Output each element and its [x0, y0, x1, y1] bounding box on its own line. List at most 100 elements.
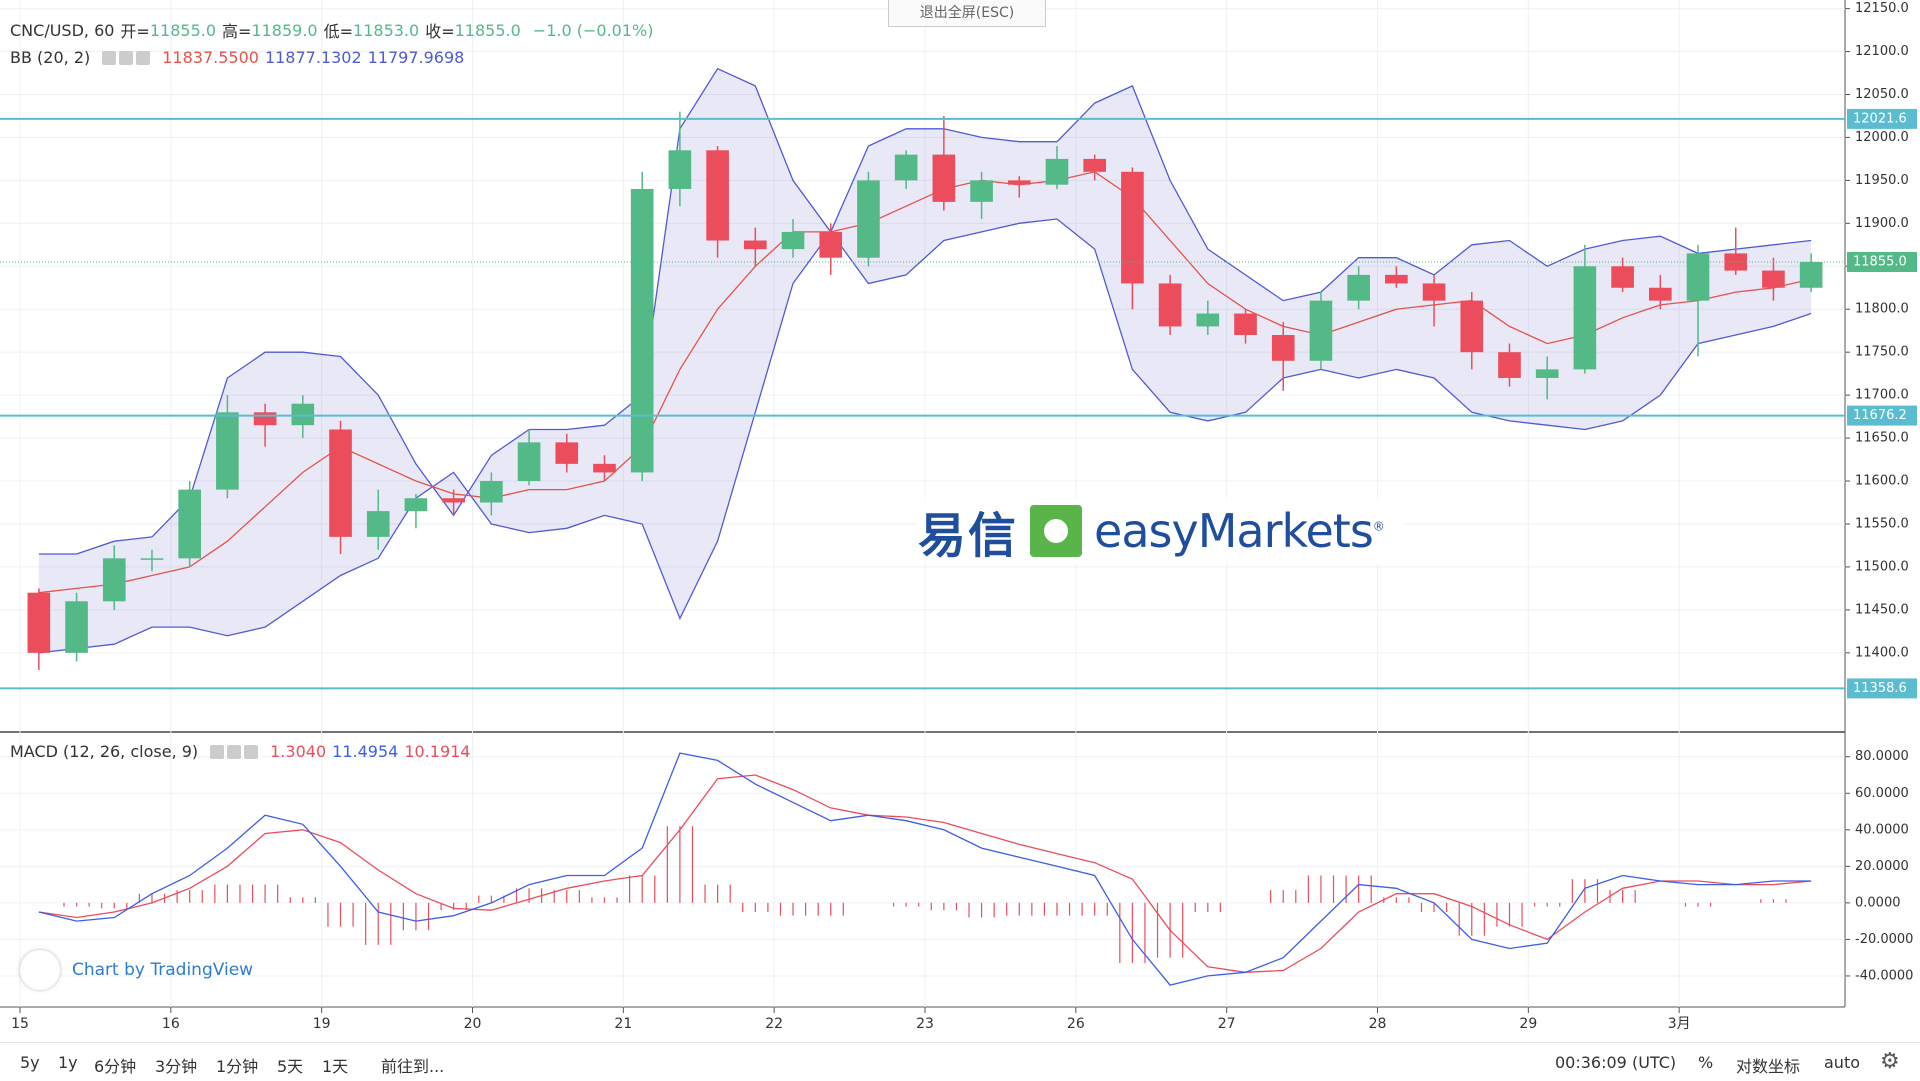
candle-body: [1498, 352, 1521, 378]
low-label: 低=: [323, 22, 354, 41]
candle-body: [1083, 158, 1106, 172]
x-tick-label: 22: [765, 1016, 783, 1032]
symbol[interactable]: CNC/USD, 60: [10, 20, 115, 40]
candle-body: [555, 442, 579, 464]
macd-label[interactable]: MACD (12, 26, close, 9): [10, 742, 199, 761]
candle-body: [1799, 261, 1823, 288]
candle-body: [1347, 274, 1370, 301]
candle-body: [65, 601, 88, 653]
candle-body: [1422, 283, 1446, 301]
candle-body: [442, 498, 465, 503]
bb-label[interactable]: BB (20, 2): [10, 48, 91, 67]
logo: 易信 easyMarkets®: [918, 498, 1404, 564]
x-tick-label: 15: [11, 1016, 29, 1032]
candle-body: [970, 180, 993, 202]
candle-body: [1686, 253, 1710, 301]
candle-body: [1158, 283, 1182, 327]
candle-body: [593, 463, 616, 473]
range-button[interactable]: 1天: [322, 1057, 349, 1076]
y-tick-label: 11650.0: [1855, 431, 1909, 446]
candle-body: [1271, 335, 1295, 361]
macd-signal-value: 10.1914: [404, 742, 471, 761]
range-button[interactable]: 5天: [277, 1057, 304, 1076]
change: −1.0 (−0.01%): [532, 20, 654, 40]
y-tick-label: 11750.0: [1855, 345, 1909, 360]
candle-body: [857, 180, 880, 258]
bb-icons[interactable]: [102, 50, 151, 65]
level-label-bg: [1847, 108, 1917, 129]
level-label: 11676.2: [1853, 408, 1907, 423]
candle-body: [291, 403, 315, 426]
y-tick-label: 12100.0: [1855, 44, 1909, 59]
log-button[interactable]: 对数坐标: [1736, 1057, 1801, 1076]
last-price-bg: [1847, 251, 1917, 272]
candle-body: [216, 412, 239, 490]
bb-lower-value: 11797.9698: [367, 48, 465, 67]
range-button[interactable]: 6分钟: [94, 1057, 137, 1076]
candle-body: [706, 150, 729, 241]
goto-button[interactable]: 前往到...: [381, 1057, 445, 1076]
auto-button[interactable]: auto: [1824, 1053, 1861, 1072]
x-tick-label: 28: [1369, 1016, 1387, 1032]
range-button[interactable]: 1y: [58, 1053, 78, 1072]
range-button[interactable]: 1分钟: [216, 1057, 259, 1076]
logo-reg: ®: [1372, 519, 1385, 534]
clock: 00:36:09 (UTC): [1555, 1053, 1677, 1072]
y-tick-label: 11500.0: [1855, 559, 1909, 574]
attribution-text[interactable]: Chart by TradingView: [72, 960, 254, 980]
y-tick-label: 11800.0: [1855, 302, 1909, 317]
macd-macd-line: [38, 752, 1812, 986]
attribution[interactable]: Chart by TradingView: [20, 950, 253, 990]
y-tick-label: 0.0000: [1855, 895, 1901, 910]
candle-body: [480, 481, 503, 503]
y-tick-label: 12000.0: [1855, 130, 1909, 145]
macd-value: 11.4954: [332, 742, 399, 761]
percent-button[interactable]: %: [1698, 1053, 1714, 1072]
bb-lower: [38, 218, 1812, 654]
candle-body: [1045, 158, 1069, 185]
close-value: 11855.0: [454, 20, 521, 40]
high-value: 11859.0: [251, 20, 318, 40]
x-tick-label: 27: [1218, 1016, 1236, 1032]
candle-body: [1573, 266, 1597, 370]
y-tick-label: 11600.0: [1855, 474, 1909, 489]
range-button[interactable]: 5y: [20, 1053, 40, 1072]
bb-upper: [38, 67, 1812, 555]
y-tick-label: 12050.0: [1855, 87, 1909, 102]
bb-band-fill: [38, 68, 1812, 653]
candle-body: [668, 150, 692, 189]
candle-body: [178, 489, 201, 559]
y-tick-label: 11700.0: [1855, 388, 1909, 403]
candle-body: [517, 442, 541, 482]
y-tick-label: 11400.0: [1855, 645, 1909, 660]
candle-body: [819, 231, 843, 258]
close-label: 收=: [425, 22, 455, 41]
candle-body: [1460, 300, 1484, 353]
y-tick-label: -20.0000: [1855, 932, 1913, 947]
macd-signal-line: [38, 774, 1812, 973]
candle-body: [404, 498, 428, 512]
candle-body: [27, 592, 51, 653]
x-tick-label: 20: [464, 1016, 482, 1032]
bottom-toolbar: 5y 1y 6分钟 3分钟 1分钟 5天 1天 前往到... 00:36:09 …: [0, 1042, 1920, 1081]
y-tick-label: 11900.0: [1855, 216, 1909, 231]
x-tick-label: 23: [916, 1016, 934, 1032]
candle-body: [1535, 369, 1559, 378]
range-button[interactable]: 3分钟: [155, 1057, 198, 1076]
y-tick-label: 11950.0: [1855, 173, 1909, 188]
bb-basis-value: 11837.5500: [162, 48, 259, 67]
exit-fullscreen[interactable]: 退出全屏(ESC): [888, 0, 1046, 27]
candle-body: [1762, 270, 1785, 288]
candle-body: [329, 429, 352, 537]
y-tick-label: 12150.0: [1855, 1, 1909, 16]
settings-button[interactable]: ⚙: [1880, 1049, 1900, 1074]
high-label: 高=: [222, 22, 252, 41]
candle-body: [102, 558, 126, 602]
candle-body: [1121, 171, 1144, 284]
candle-body: [630, 188, 654, 473]
x-tick-label: 26: [1067, 1016, 1085, 1032]
x-tick-label: 19: [313, 1016, 331, 1032]
macd-icons[interactable]: [210, 744, 259, 759]
logo-icon: [1030, 505, 1083, 557]
